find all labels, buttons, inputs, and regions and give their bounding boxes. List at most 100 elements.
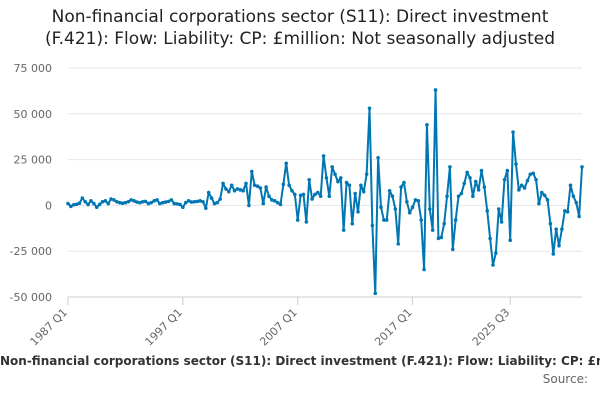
- data-point: [416, 199, 421, 203]
- data-point: [132, 199, 136, 203]
- data-point: [499, 220, 504, 224]
- data-point: [316, 190, 320, 195]
- data-point: [356, 210, 360, 214]
- data-point: [459, 191, 464, 196]
- series-line: [67, 88, 583, 295]
- data-point: [562, 209, 567, 213]
- data-point: [218, 197, 222, 201]
- data-point: [195, 199, 200, 204]
- y-tick-label: -25 000: [10, 245, 52, 258]
- data-point: [413, 198, 418, 202]
- data-point: [181, 205, 185, 210]
- data-point: [83, 199, 88, 204]
- data-point: [574, 200, 579, 205]
- data-point: [255, 184, 260, 188]
- data-point: [103, 199, 108, 203]
- data-point: [428, 207, 432, 211]
- data-point: [120, 201, 125, 205]
- data-point: [140, 199, 145, 204]
- data-point: [278, 202, 283, 207]
- data-point: [172, 201, 177, 206]
- data-point: [519, 183, 524, 188]
- data-point: [295, 218, 300, 222]
- chart-title-line-2: (F.421): Flow: Liability: CP: £million: …: [44, 29, 556, 49]
- data-point: [201, 199, 205, 204]
- data-point: [247, 203, 251, 208]
- data-point: [287, 183, 291, 188]
- data-point: [330, 165, 334, 169]
- data-point: [554, 227, 558, 232]
- footer-series-label: Non-financial corporations sector (S11):…: [0, 354, 600, 368]
- data-point: [80, 196, 85, 200]
- data-point: [545, 198, 550, 202]
- data-point: [551, 252, 556, 256]
- data-point: [373, 291, 378, 296]
- data-point: [353, 191, 357, 196]
- data-point: [264, 185, 268, 189]
- data-point: [422, 267, 426, 272]
- data-point: [238, 188, 243, 192]
- data-point: [396, 242, 401, 246]
- data-point: [436, 236, 441, 241]
- data-point: [227, 189, 231, 194]
- data-point: [293, 192, 297, 197]
- data-point: [476, 188, 481, 192]
- data-point: [433, 88, 438, 92]
- data-point: [321, 154, 326, 158]
- data-point: [115, 199, 119, 204]
- data-point: [479, 168, 484, 173]
- y-tick-label: -50 000: [10, 291, 52, 304]
- data-point: [146, 201, 151, 206]
- data-point: [468, 176, 472, 180]
- data-point: [158, 201, 162, 206]
- data-point: [525, 178, 530, 183]
- data-point: [502, 177, 507, 182]
- data-point: [166, 199, 171, 204]
- data-point: [69, 204, 73, 209]
- data-point: [109, 197, 113, 201]
- x-tick-label: 2017 Q1: [372, 306, 415, 349]
- data-point: [336, 179, 340, 184]
- data-point: [290, 188, 294, 193]
- data-point: [347, 183, 352, 188]
- data-point: [135, 200, 139, 204]
- data-point: [359, 183, 363, 188]
- data-point: [178, 202, 182, 207]
- data-point: [224, 187, 228, 191]
- data-point: [568, 183, 573, 188]
- data-point: [522, 186, 527, 190]
- data-point: [393, 207, 398, 211]
- data-point: [402, 180, 406, 185]
- data-point: [307, 177, 312, 182]
- data-point: [399, 185, 403, 189]
- data-point: [267, 194, 271, 199]
- data-point: [137, 200, 142, 205]
- data-point: [534, 177, 538, 182]
- data-point: [189, 200, 194, 204]
- data-point: [123, 200, 128, 205]
- data-point: [565, 210, 570, 214]
- y-tick-label: 25 000: [14, 154, 53, 167]
- data-point: [505, 168, 510, 173]
- footer-series-text: Non-financial corporations sector (S11):…: [0, 354, 600, 368]
- data-point: [313, 192, 317, 197]
- data-point: [298, 193, 303, 198]
- data-point: [175, 202, 179, 206]
- data-point: [258, 186, 263, 190]
- data-point: [488, 236, 492, 241]
- data-point: [272, 199, 277, 203]
- data-point: [249, 169, 254, 174]
- data-point: [143, 199, 148, 204]
- source-label: Source:: [542, 372, 588, 386]
- data-point: [494, 251, 498, 255]
- data-point: [183, 200, 188, 205]
- data-point: [419, 218, 424, 222]
- data-point: [149, 200, 154, 205]
- data-point: [542, 193, 547, 198]
- x-axis-ticks: 1987 Q1 1997 Q1 2007 Q1 2017 Q1 2025 Q3: [28, 297, 512, 349]
- data-point: [548, 221, 553, 226]
- data-point: [344, 180, 349, 185]
- data-point: [252, 183, 257, 188]
- data-point: [206, 190, 211, 195]
- data-point: [301, 192, 306, 197]
